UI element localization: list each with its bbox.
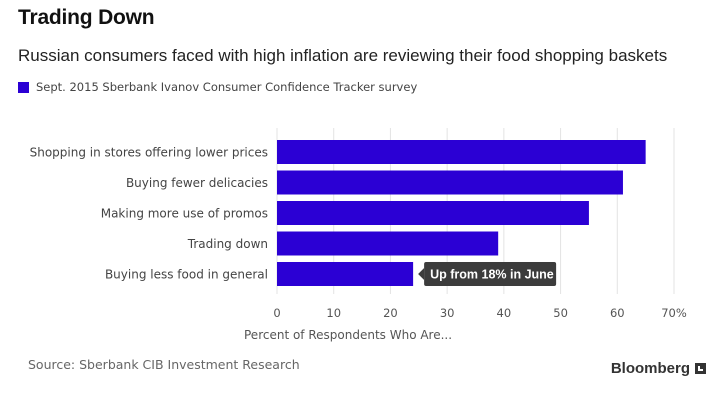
x-tick-label-50: 50 [553, 306, 568, 320]
bar-0 [277, 140, 646, 164]
x-tick-label-10: 10 [326, 306, 341, 320]
bar-4 [277, 262, 414, 286]
x-tick-label-0: 0 [273, 306, 280, 320]
source-note: Source: Sberbank CIB Investment Research [28, 357, 300, 372]
bloomberg-terminal-icon [695, 363, 706, 374]
chart-subtitle: Russian consumers faced with high inflat… [18, 46, 668, 65]
category-label-4: Buying less food in general [105, 268, 268, 282]
x-tick-label-20: 20 [383, 306, 398, 320]
category-label-2: Making more use of promos [101, 207, 268, 221]
legend-swatch [18, 81, 29, 93]
annotation-box [424, 262, 557, 286]
annotation-pointer [418, 268, 425, 280]
bloomberg-logo: Bloomberg [611, 360, 706, 377]
legend: Sept. 2015 Sberbank Ivanov Consumer Conf… [18, 80, 417, 94]
legend-label: Sept. 2015 Sberbank Ivanov Consumer Conf… [36, 80, 418, 94]
x-tick-label-60: 60 [610, 306, 625, 320]
bar-3 [277, 231, 499, 256]
chart-title: Trading Down [18, 6, 155, 29]
bar-2 [277, 201, 589, 225]
bar-1 [277, 170, 623, 195]
brand-name: Bloomberg [610, 360, 690, 377]
category-label-0: Shopping in stores offering lower prices [30, 146, 268, 160]
category-label-1: Buying fewer delicacies [126, 176, 268, 190]
x-tick-label-70: 70% [661, 306, 687, 320]
x-axis-label: Percent of Respondents Who Are... [244, 328, 452, 342]
x-tick-label-40: 40 [497, 306, 512, 320]
category-label-3: Trading down [187, 237, 268, 251]
x-tick-label-30: 30 [440, 306, 455, 320]
annotation-text: Up from 18% in June [430, 268, 554, 282]
